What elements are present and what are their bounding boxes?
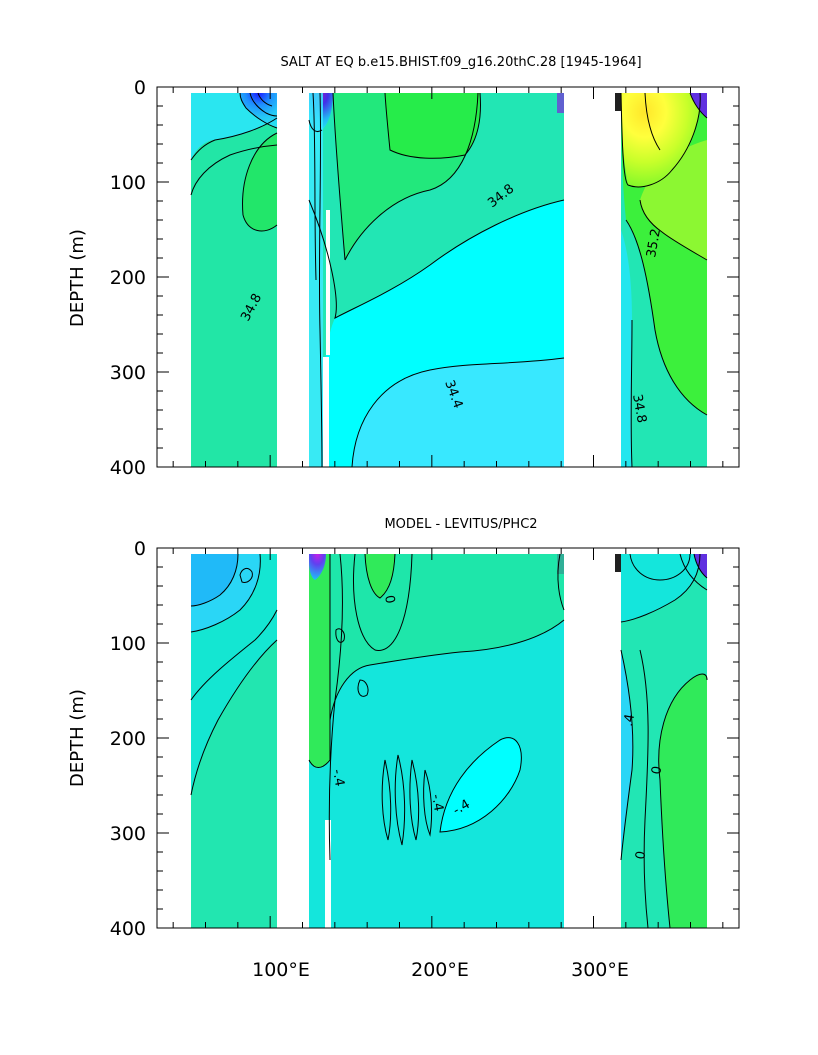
p2-xtick-300E: 300°E bbox=[571, 959, 629, 981]
p1-central-notch bbox=[323, 357, 329, 467]
p2-central-green-n bbox=[365, 554, 395, 598]
p2-central-green bbox=[309, 554, 564, 720]
panel2-ylabel: DEPTH (m) bbox=[67, 689, 88, 787]
p1-west-blue-core bbox=[240, 93, 277, 128]
panel2-field bbox=[191, 554, 707, 928]
p2-contour-label-5: .4 bbox=[621, 713, 638, 728]
p1-contour-label-5: 34.8 bbox=[629, 393, 649, 424]
panel2-title: MODEL - LEVITUS/PHC2 bbox=[384, 517, 537, 532]
p1-central-east-edge bbox=[557, 93, 564, 113]
p2-xtick-100E: 100°E bbox=[252, 959, 310, 981]
panel1-ticks bbox=[157, 86, 739, 468]
p2-contour-label-3: -.4 bbox=[428, 793, 446, 812]
p2-ytick-300: 300 bbox=[110, 823, 146, 845]
p1-ytick-0: 0 bbox=[134, 77, 146, 99]
p1-central-lightblue bbox=[352, 358, 564, 467]
p2-contour-label-4: -.4 bbox=[451, 797, 473, 819]
p2-contour-label-7: 0 bbox=[633, 850, 649, 861]
p1-east-yellow bbox=[621, 93, 701, 187]
p2-ytick-400: 400 bbox=[110, 918, 146, 940]
p2-west-blue bbox=[191, 554, 238, 606]
panel1-field bbox=[191, 93, 707, 467]
p1-central-notch2 bbox=[326, 210, 330, 355]
p1-west-green-patch bbox=[242, 133, 277, 231]
p2-east-green bbox=[658, 674, 707, 928]
p2-ytick-200: 200 bbox=[110, 728, 146, 750]
p1-ytick-100: 100 bbox=[110, 172, 146, 194]
p2-contour-label-2: -.4 bbox=[329, 768, 347, 787]
p2-central-cyan-patch bbox=[440, 737, 522, 832]
p1-central-green-north bbox=[385, 93, 481, 159]
panel-difference: MODEL - LEVITUS/PHC2 bbox=[67, 517, 740, 981]
p2-east-cyan bbox=[621, 554, 700, 622]
panel2-contours bbox=[190, 553, 708, 929]
p1-contour-label-4: 35.2 bbox=[644, 228, 664, 259]
p1-east-cap bbox=[615, 93, 621, 111]
p2-east-magenta bbox=[694, 554, 707, 578]
p2-central-notch bbox=[325, 820, 331, 928]
p1-ytick-300: 300 bbox=[110, 362, 146, 384]
p1-ytick-400: 400 bbox=[110, 457, 146, 479]
panel-salinity: SALT AT EQ b.e15.BHIST.f09_g16.20thC.28 … bbox=[67, 55, 740, 479]
panel1-ylabel: DEPTH (m) bbox=[67, 229, 88, 327]
p2-ytick-100: 100 bbox=[110, 633, 146, 655]
p2-contour-label-6: 0 bbox=[649, 765, 665, 776]
p2-xtick-200E: 200°E bbox=[411, 959, 469, 981]
panel1-title: SALT AT EQ b.e15.BHIST.f09_g16.20thC.28 … bbox=[280, 55, 641, 70]
p2-central-east-edge bbox=[557, 554, 564, 574]
p1-east-magenta bbox=[690, 93, 707, 118]
p1-east-cyan-west bbox=[621, 230, 632, 467]
p2-ytick-0: 0 bbox=[134, 538, 146, 560]
p2-central-magenta bbox=[309, 554, 326, 580]
p2-east-cap bbox=[615, 554, 621, 572]
p1-east-lime bbox=[640, 140, 707, 260]
panel2-ticks bbox=[157, 547, 739, 929]
p1-ytick-200: 200 bbox=[110, 267, 146, 289]
panel1-contours bbox=[190, 92, 708, 468]
p2-central-green-bright bbox=[309, 554, 330, 768]
p2-contour-label-1: 0 bbox=[381, 594, 397, 605]
